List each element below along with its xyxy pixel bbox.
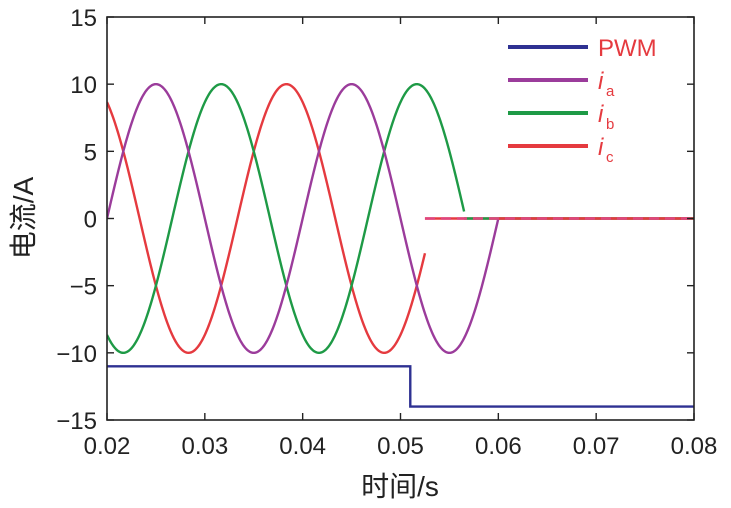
legend-label: i	[598, 101, 604, 128]
y-tick-label: −10	[56, 341, 97, 368]
legend-subscript: b	[606, 116, 614, 133]
series-ib-wave	[107, 82, 466, 355]
x-tick-label: 0.06	[475, 433, 522, 460]
y-tick-label: 5	[84, 139, 97, 166]
legend-label: i	[598, 134, 604, 161]
x-tick-label: 0.02	[84, 433, 131, 460]
y-tick-label: −5	[70, 274, 97, 301]
legend-subscript: a	[606, 83, 615, 100]
y-axis-label: 电流/A	[8, 176, 39, 259]
series-layer	[107, 82, 694, 408]
series-pwm-line	[107, 365, 694, 408]
x-tick-label: 0.08	[671, 433, 718, 460]
tick-layer: 0.02 0.03 0.04 0.05 0.06 0.07 0.08 15 10 5 0 −5 −10 −…	[56, 5, 717, 460]
x-tick-label: 0.03	[181, 433, 228, 460]
legend-subscript: c	[606, 149, 614, 166]
x-tick-label: 0.05	[377, 433, 424, 460]
y-tick-label: 0	[84, 207, 97, 234]
x-tick-label: 0.07	[573, 433, 620, 460]
y-tick-label: 10	[70, 72, 97, 99]
legend-label: PWM	[598, 35, 657, 62]
x-tick-label: 0.04	[279, 433, 326, 460]
x-axis-label: 时间/s	[361, 471, 439, 502]
series-ic-wave	[107, 82, 427, 355]
series-ia-wave	[107, 82, 500, 355]
legend-label: i	[598, 68, 604, 95]
y-tick-label: 15	[70, 5, 97, 32]
y-tick-label: −15	[56, 408, 97, 435]
